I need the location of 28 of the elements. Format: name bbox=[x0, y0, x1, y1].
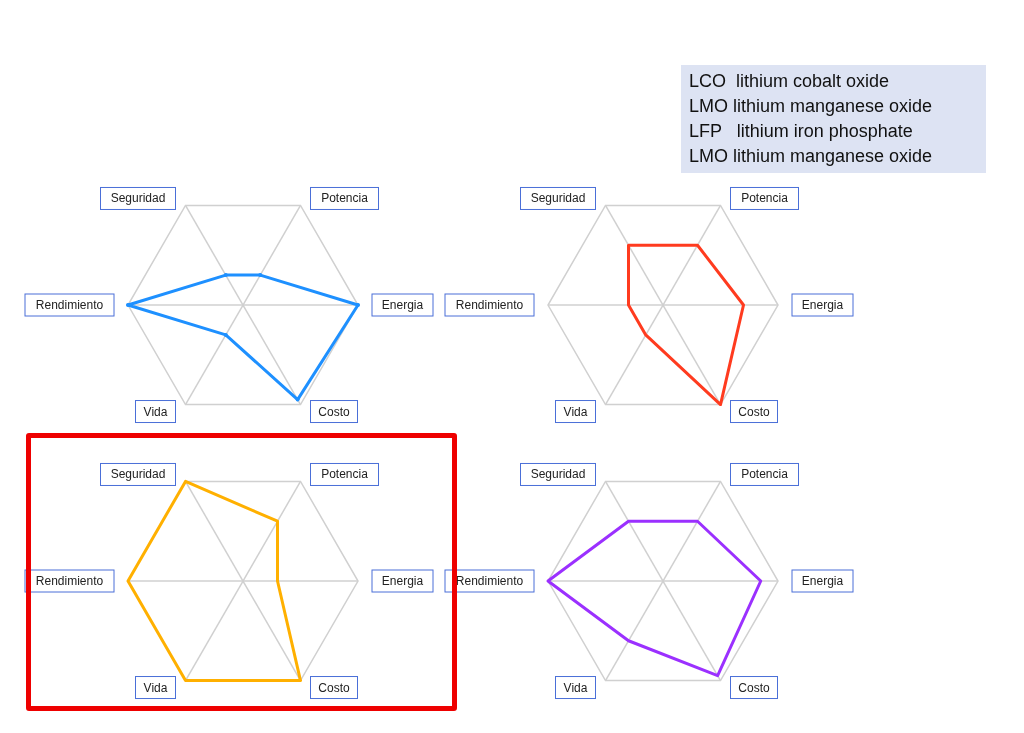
spoke-label: Potencia bbox=[321, 467, 369, 482]
text: LMO lithium manganese oxide bbox=[689, 145, 934, 168]
spoke-label: Vida bbox=[563, 404, 588, 419]
spoke-label: Energia bbox=[381, 298, 424, 312]
spoke-label: Costo bbox=[738, 680, 770, 695]
spoke-label: Rendimiento bbox=[35, 298, 104, 312]
spoke-label: Energia bbox=[801, 298, 844, 312]
spoke-label: Potencia bbox=[741, 191, 789, 206]
spoke-label: Potencia bbox=[321, 191, 369, 206]
spoke-label: Costo bbox=[318, 680, 350, 695]
spoke-label: Seguridad bbox=[110, 191, 166, 206]
spoke-label: Seguridad bbox=[110, 467, 166, 482]
spoke-label: Vida bbox=[563, 680, 588, 695]
text: LCO lithium cobalt oxide bbox=[689, 70, 891, 93]
spoke-label: Seguridad bbox=[530, 191, 586, 206]
spoke-label: Rendimiento bbox=[455, 574, 524, 588]
text: LMO lithium manganese oxide bbox=[689, 95, 934, 118]
spoke-label: Costo bbox=[738, 404, 770, 419]
spoke-label: Rendimiento bbox=[455, 298, 524, 312]
spoke-label: Energia bbox=[381, 574, 424, 588]
spoke-label: Seguridad bbox=[530, 467, 586, 482]
spoke-label: Rendimiento bbox=[35, 574, 104, 588]
spoke-label: Potencia bbox=[741, 467, 789, 482]
spoke-label: Costo bbox=[318, 404, 350, 419]
spoke-label: Vida bbox=[143, 680, 168, 695]
text: LFP lithium iron phosphate bbox=[689, 120, 914, 143]
spoke-label: Vida bbox=[143, 404, 168, 419]
spoke-label: Energia bbox=[801, 574, 844, 588]
